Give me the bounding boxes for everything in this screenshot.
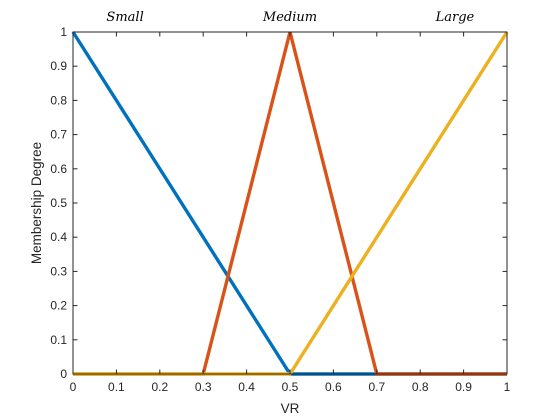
x-tick-label: 0.1 xyxy=(108,380,125,394)
x-tick-label: 0.5 xyxy=(282,380,299,394)
y-tick-label: 1 xyxy=(60,25,67,39)
y-tick-label: 0.5 xyxy=(50,196,67,210)
x-tick-label: 0.2 xyxy=(151,380,168,394)
y-tick-label: 0.1 xyxy=(50,333,67,347)
y-tick-label: 0 xyxy=(60,367,67,381)
x-tick-label: 0 xyxy=(70,380,77,394)
x-tick-label: 0.6 xyxy=(325,380,342,394)
x-tick-label: 0.9 xyxy=(455,380,472,394)
y-tick-label: 0.9 xyxy=(50,59,67,73)
set-labels: Small Medium Large xyxy=(106,10,474,25)
axes-layer: 0 0.1 0.2 0.3 0.4 0.5 0.6 0.7 0.8 0.9 1 0 0.1 0.2 0.3 0… xyxy=(50,25,510,394)
y-tick-label: 0.3 xyxy=(50,264,67,278)
plot-background xyxy=(73,32,507,374)
set-label-small: Small xyxy=(106,10,143,25)
x-tick-label: 0.7 xyxy=(368,380,385,394)
y-tick-label: 0.7 xyxy=(50,128,67,142)
y-tick-label: 0.4 xyxy=(50,230,67,244)
x-axis-title: VR xyxy=(281,401,300,416)
x-tick-label: 1 xyxy=(504,380,511,394)
y-axis-title: Membership Degree xyxy=(29,142,44,264)
set-label-large: Large xyxy=(435,10,475,25)
set-label-medium: Medium xyxy=(262,10,317,25)
y-tick-label: 0.6 xyxy=(50,162,67,176)
y-tick-label: 0.2 xyxy=(50,299,67,313)
x-tick-label: 0.4 xyxy=(238,380,255,394)
x-tick-label: 0.8 xyxy=(412,380,429,394)
x-tick-label: 0.3 xyxy=(195,380,212,394)
y-tick-label: 0.8 xyxy=(50,93,67,107)
